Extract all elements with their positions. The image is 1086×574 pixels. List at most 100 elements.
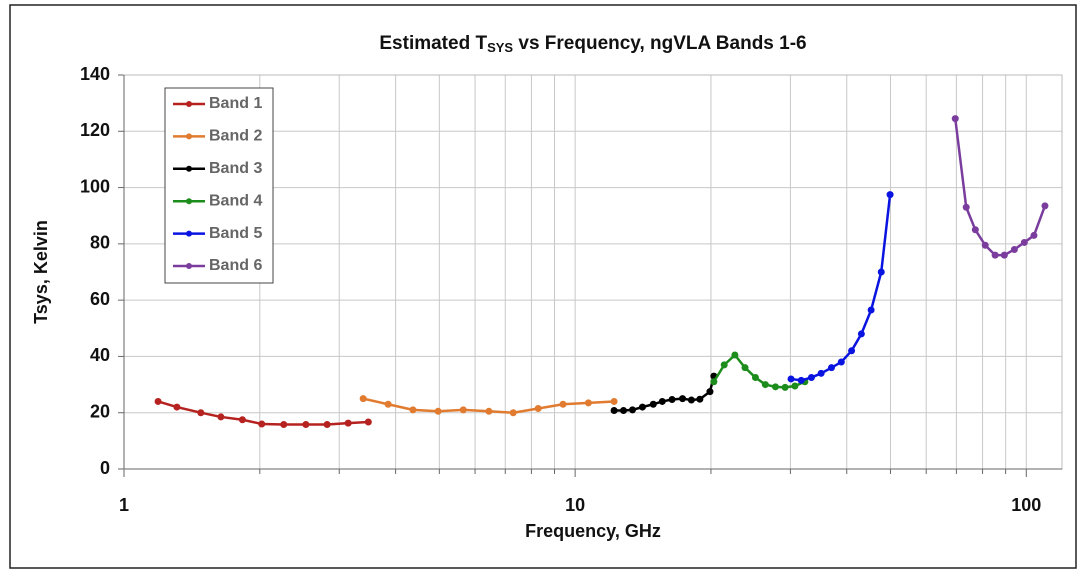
legend-label: Band 4 <box>209 192 262 209</box>
data-point <box>877 268 885 276</box>
data-point <box>848 347 856 355</box>
data-point <box>981 241 989 249</box>
data-point <box>807 374 815 382</box>
data-point <box>837 358 845 366</box>
legend-marker <box>186 133 192 140</box>
y-tick-label: 120 <box>80 120 110 140</box>
data-point <box>781 383 789 391</box>
x-tick-label: 10 <box>565 495 585 515</box>
data-point <box>534 404 542 412</box>
series <box>787 191 894 384</box>
data-point <box>1010 245 1018 253</box>
series <box>359 395 618 417</box>
data-point <box>791 382 799 390</box>
data-point <box>173 403 181 411</box>
data-point <box>364 418 372 426</box>
data-point <box>610 406 618 414</box>
data-point <box>951 115 959 123</box>
data-point <box>384 400 392 408</box>
series <box>154 397 372 429</box>
data-point <box>620 406 628 414</box>
data-point <box>154 397 162 405</box>
legend-marker <box>186 198 192 205</box>
data-point <box>1000 251 1008 259</box>
data-point <box>696 395 704 403</box>
data-point <box>359 395 367 403</box>
data-point <box>706 388 714 396</box>
legend-label: Band 1 <box>209 95 262 112</box>
series-line <box>954 118 1047 257</box>
x-tick-label: 100 <box>1011 495 1041 515</box>
data-point <box>302 421 310 429</box>
data-point <box>409 406 417 414</box>
data-point <box>787 375 795 383</box>
data-point <box>991 251 999 259</box>
data-point <box>687 396 695 404</box>
y-tick-label: 100 <box>80 176 110 196</box>
series-line <box>712 353 806 389</box>
x-axis-label: Frequency, GHz <box>525 521 661 541</box>
data-point <box>962 203 970 211</box>
data-point <box>638 403 646 411</box>
data-point <box>197 409 205 417</box>
data-point <box>280 421 288 429</box>
legend-label: Band 2 <box>209 128 262 145</box>
legend-marker <box>186 101 192 107</box>
data-point <box>971 226 979 234</box>
y-tick-label: 40 <box>90 345 110 365</box>
y-tick-label: 0 <box>100 458 110 478</box>
x-tick-label: 1 <box>119 495 129 515</box>
data-point <box>1041 202 1049 210</box>
series <box>951 115 1049 259</box>
data-point <box>434 407 442 415</box>
y-tick-label: 80 <box>90 233 110 253</box>
data-point <box>628 406 636 414</box>
y-axis-label: Tsys, Kelvin <box>31 220 51 324</box>
title-text: vs Frequency, ngVLA Bands 1-6 <box>513 33 807 54</box>
data-point <box>710 378 718 386</box>
title-subscript: SYS <box>487 40 513 55</box>
data-point <box>679 395 687 403</box>
data-point <box>485 407 493 415</box>
series <box>610 372 718 414</box>
chart-title: Estimated TSYS vs Frequency, ngVLA Bands… <box>379 33 806 55</box>
data-point <box>720 361 728 369</box>
data-point <box>584 399 592 407</box>
data-point <box>797 376 805 384</box>
title-text: Estimated T <box>379 33 487 54</box>
legend-label: Band 5 <box>209 225 262 242</box>
data-point <box>238 416 246 424</box>
data-point <box>649 400 657 408</box>
data-point <box>509 409 517 417</box>
legend-box <box>164 87 274 284</box>
legend-marker <box>186 165 192 172</box>
data-point <box>827 364 835 372</box>
data-point <box>1030 231 1038 239</box>
data-point <box>857 330 865 338</box>
data-point <box>559 400 567 408</box>
legend-label: Band 3 <box>209 160 262 177</box>
y-tick-label: 60 <box>90 289 110 309</box>
data-point <box>323 421 331 429</box>
data-point <box>731 351 739 359</box>
legend-marker <box>186 263 192 269</box>
data-point <box>817 369 825 377</box>
data-point <box>867 306 875 314</box>
y-tick-label: 140 <box>80 64 110 84</box>
data-point <box>761 381 769 389</box>
legend-label: Band 6 <box>209 257 262 274</box>
data-point <box>771 383 779 391</box>
data-point <box>217 413 225 421</box>
data-point <box>258 420 266 428</box>
data-point <box>886 191 894 199</box>
data-point <box>658 397 666 405</box>
data-point <box>751 374 759 382</box>
data-point <box>668 395 676 403</box>
y-tick-label: 20 <box>90 401 110 421</box>
data-point <box>610 397 618 405</box>
data-point <box>459 406 467 414</box>
legend-marker <box>186 230 192 237</box>
data-point <box>741 364 749 372</box>
data-point <box>344 419 352 427</box>
